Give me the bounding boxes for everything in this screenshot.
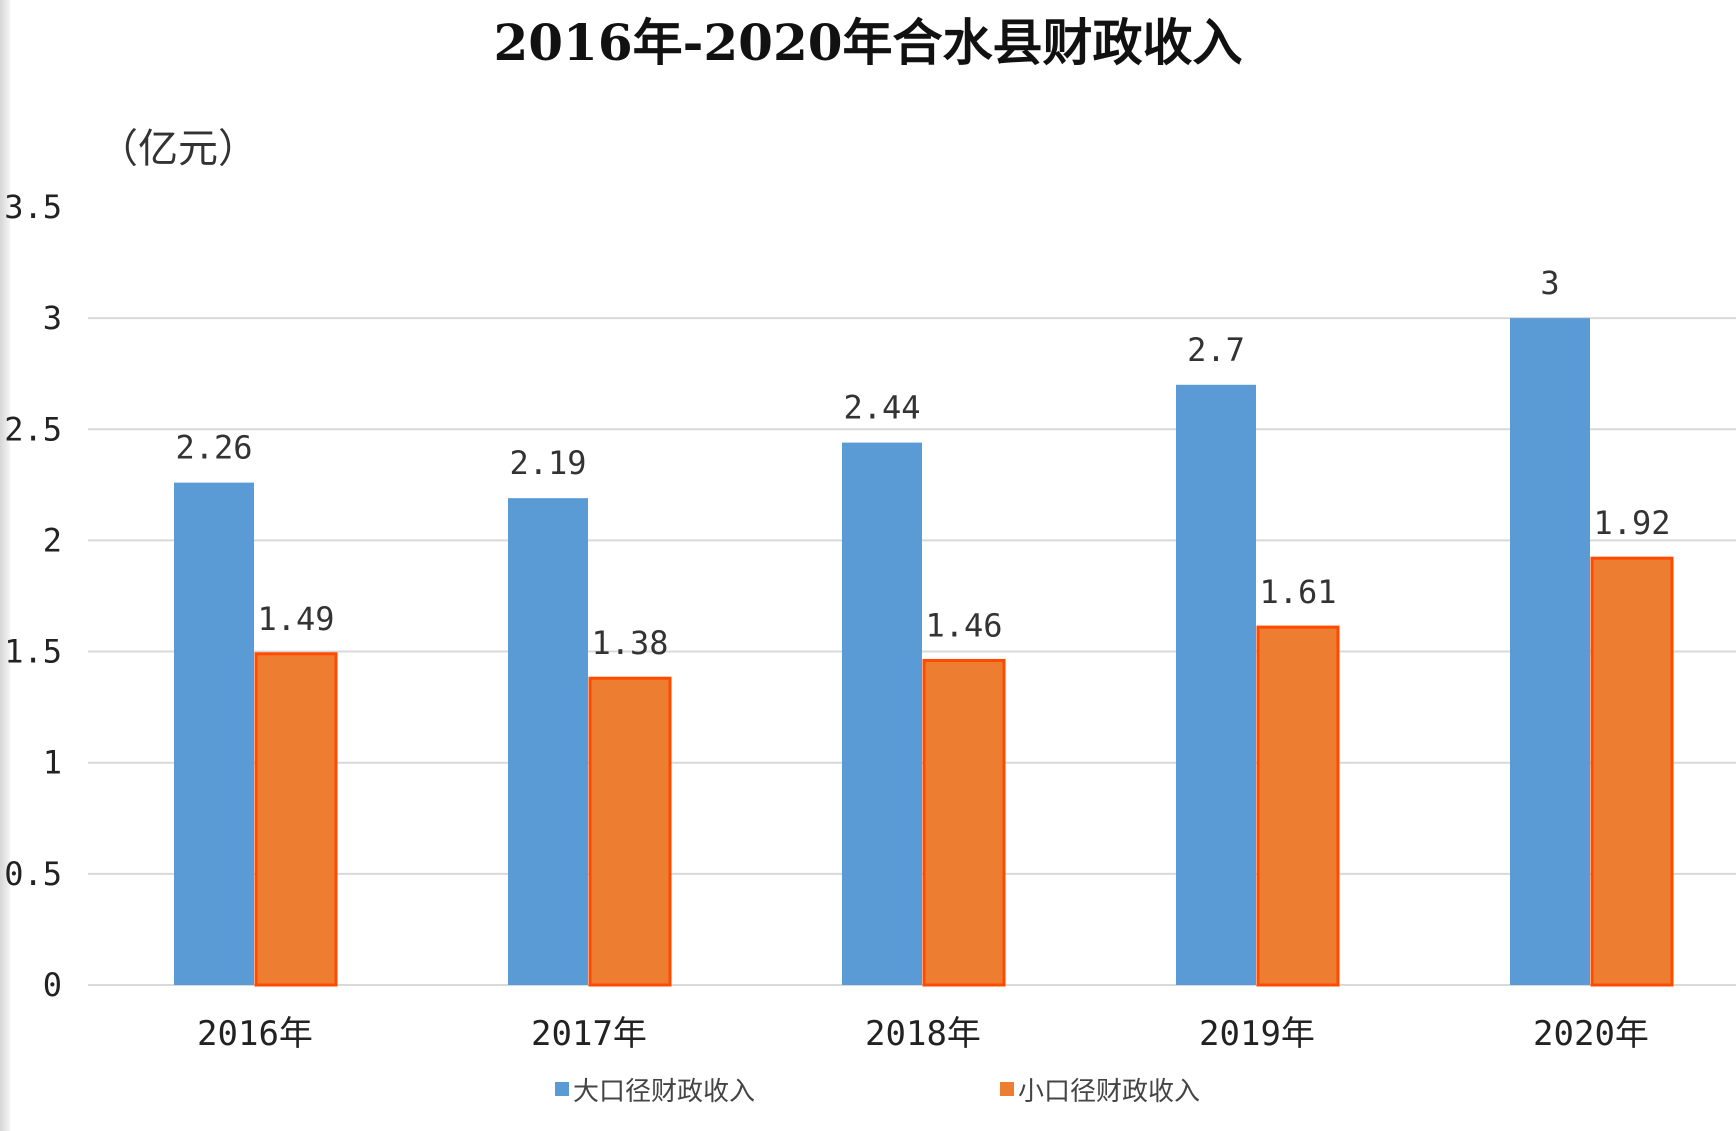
- data-label-narrow-2: 1.46: [925, 606, 1002, 644]
- y-axis-ticks: 0 0.5 1 1.5 2 2.5 3 3.5: [4, 188, 62, 1004]
- y-tick-0.5: 0.5: [4, 855, 62, 893]
- legend-label-0: 大口径财政收入: [573, 1077, 755, 1107]
- x-axis-ticks: 2016年 2017年 2018年 2019年 2020年: [197, 1014, 1649, 1054]
- bar-broad-4: [1510, 318, 1590, 986]
- y-axis-unit-label: （亿元）: [98, 126, 258, 172]
- chart-title: 2016年-2020年合水县财政收入: [493, 13, 1242, 72]
- data-label-narrow-4: 1.92: [1593, 504, 1670, 542]
- bar-broad-2: [842, 442, 922, 985]
- bar-narrow-4: [1590, 556, 1674, 987]
- x-tick-2: 2018年: [865, 1014, 981, 1054]
- x-tick-3: 2019年: [1199, 1014, 1315, 1054]
- bar-narrow-3: [1256, 625, 1340, 987]
- bar-narrow-0: [254, 652, 338, 987]
- data-label-broad-0: 2.26: [175, 429, 252, 467]
- bar-narrow-1: [588, 676, 672, 987]
- y-tick-0: 0: [43, 966, 62, 1004]
- data-label-broad-1: 2.19: [509, 444, 586, 482]
- bar-narrow-2: [922, 658, 1006, 987]
- data-label-broad-4: 3: [1540, 264, 1559, 302]
- data-labels: 2.26 1.49 2.19 1.38 2.44 1.46 2.7 1.61 3 1.92: [175, 264, 1670, 662]
- y-tick-2: 2: [43, 521, 62, 559]
- y-tick-3: 3: [43, 299, 62, 337]
- bar-broad-3: [1176, 384, 1256, 985]
- gridlines: [88, 317, 1736, 986]
- data-label-broad-3: 2.7: [1187, 331, 1245, 369]
- x-tick-4: 2020年: [1533, 1014, 1649, 1054]
- legend-swatch-1: [1000, 1082, 1014, 1096]
- y-tick-1.5: 1.5: [4, 633, 62, 671]
- y-tick-1: 1: [43, 744, 62, 782]
- bar-broad-1: [508, 498, 588, 985]
- data-label-narrow-1: 1.38: [591, 624, 668, 662]
- data-label-broad-2: 2.44: [843, 389, 920, 427]
- bar-broad-0: [174, 482, 254, 985]
- x-tick-1: 2017年: [531, 1014, 647, 1054]
- legend-swatch-0: [555, 1082, 569, 1096]
- legend: 大口径财政收入 小口径财政收入: [555, 1077, 1200, 1107]
- legend-label-1: 小口径财政收入: [1018, 1077, 1200, 1107]
- left-edge-shadow: [0, 0, 10, 1131]
- y-tick-2.5: 2.5: [4, 410, 62, 448]
- bars: [174, 318, 1674, 987]
- data-label-narrow-3: 1.61: [1259, 573, 1336, 611]
- data-label-narrow-0: 1.49: [257, 600, 334, 638]
- x-tick-0: 2016年: [197, 1014, 313, 1054]
- y-tick-3.5: 3.5: [4, 188, 62, 226]
